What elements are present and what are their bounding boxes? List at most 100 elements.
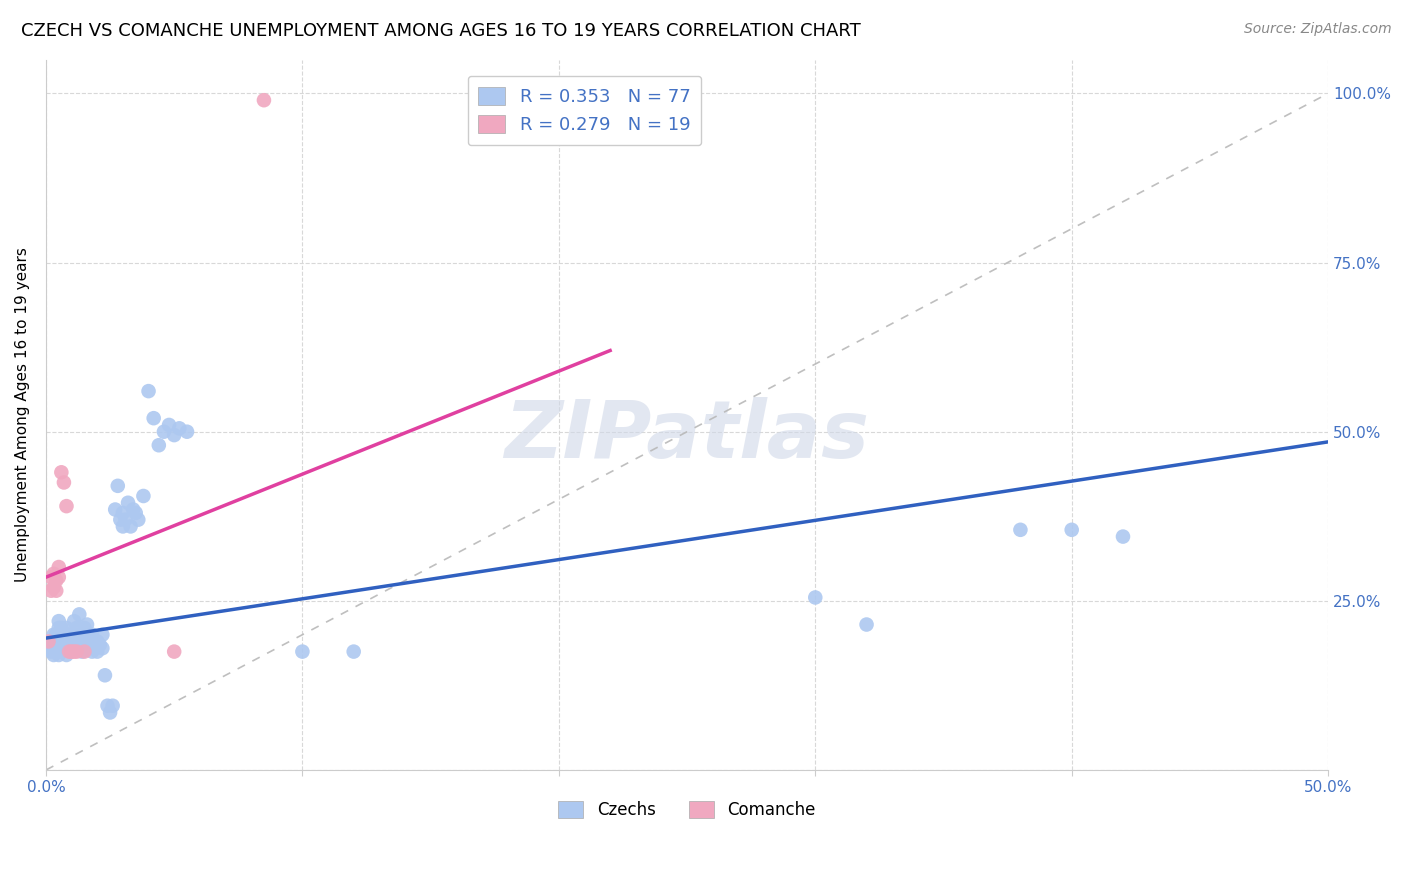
Point (66, 638, 89, 652)
Point (45, 628, 67, 642)
Point (98, 706, 121, 720)
Point (51, 621, 73, 635)
Point (42, 641, 65, 656)
Point (804, 591, 827, 605)
Point (169, 421, 191, 435)
Point (855, 617, 877, 632)
Point (60, 644, 83, 658)
Point (48, 560, 70, 574)
Point (73, 644, 96, 658)
Point (73, 638, 96, 652)
Point (73, 621, 96, 635)
Point (39, 644, 62, 658)
Point (42, 628, 65, 642)
Point (70, 644, 93, 658)
Point (104, 502, 127, 516)
Point (114, 513, 136, 527)
Y-axis label: Unemployment Among Ages 16 to 19 years: Unemployment Among Ages 16 to 19 years (15, 247, 30, 582)
Point (45, 574, 67, 588)
Point (163, 428, 186, 442)
Text: ZIPatlas: ZIPatlas (505, 397, 869, 475)
Point (58, 628, 80, 642)
Point (55, 499, 77, 513)
Point (343, 644, 366, 658)
Point (1060, 523, 1083, 537)
Point (91, 628, 114, 642)
Point (48, 570, 70, 584)
Point (120, 519, 142, 533)
Point (63, 644, 86, 658)
Point (58, 641, 80, 656)
Point (96, 698, 118, 713)
Point (66, 644, 89, 658)
Point (82, 628, 104, 642)
Point (132, 489, 155, 503)
Point (127, 513, 149, 527)
Point (153, 425, 176, 439)
Point (157, 417, 180, 432)
Point (55, 648, 77, 662)
Point (253, 93, 276, 107)
Point (48, 621, 70, 635)
Point (1112, 530, 1135, 544)
Point (291, 644, 314, 658)
Point (51, 644, 73, 658)
Point (42, 580, 65, 594)
Point (142, 411, 165, 425)
Point (91, 641, 114, 656)
Point (66, 621, 89, 635)
Point (83, 638, 105, 652)
Text: Source: ZipAtlas.com: Source: ZipAtlas.com (1244, 22, 1392, 37)
Point (60, 644, 83, 658)
Point (67, 607, 90, 622)
Point (101, 698, 124, 713)
Point (86, 634, 108, 648)
Point (63, 614, 86, 628)
Point (52, 628, 75, 642)
Point (148, 438, 170, 452)
Point (39, 570, 62, 584)
Point (107, 479, 129, 493)
Point (51, 465, 73, 479)
Point (55, 638, 77, 652)
Point (42, 648, 65, 662)
Point (111, 519, 134, 533)
Point (110, 513, 132, 527)
Point (55, 621, 77, 635)
Point (86, 644, 108, 658)
Point (176, 425, 198, 439)
Point (122, 502, 145, 516)
Point (45, 641, 67, 656)
Point (94, 668, 117, 682)
Point (38, 638, 60, 652)
Point (58, 644, 80, 658)
Point (48, 648, 70, 662)
Point (125, 506, 148, 520)
Text: CZECH VS COMANCHE UNEMPLOYMENT AMONG AGES 16 TO 19 YEARS CORRELATION CHART: CZECH VS COMANCHE UNEMPLOYMENT AMONG AGE… (21, 22, 860, 40)
Point (42, 566, 65, 581)
Point (52, 475, 75, 490)
Point (89, 638, 111, 652)
Point (67, 634, 90, 648)
Point (79, 631, 101, 645)
Point (1010, 523, 1032, 537)
Point (117, 496, 139, 510)
Point (76, 617, 98, 632)
Point (82, 644, 104, 658)
Point (60, 634, 83, 648)
Point (51, 634, 73, 648)
Point (76, 631, 98, 645)
Point (138, 384, 160, 398)
Point (38, 634, 60, 648)
Point (48, 614, 70, 628)
Point (45, 583, 67, 598)
Point (39, 583, 62, 598)
Point (70, 631, 93, 645)
Point (163, 644, 186, 658)
Point (52, 641, 75, 656)
Point (39, 634, 62, 648)
Point (63, 628, 86, 642)
Legend: Czechs, Comanche: Czechs, Comanche (551, 794, 823, 826)
Point (48, 641, 70, 656)
Point (45, 634, 67, 648)
